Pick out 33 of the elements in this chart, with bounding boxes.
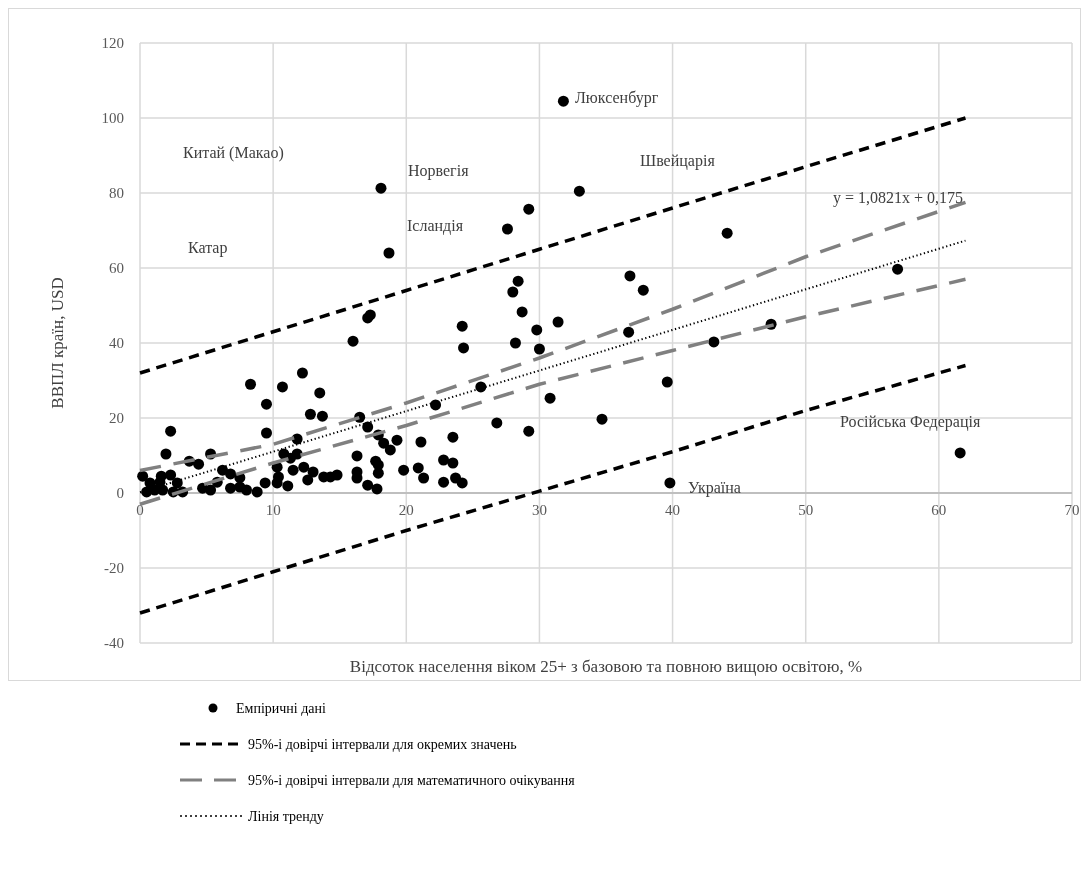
x-tick-label: 10 — [265, 502, 281, 518]
x-tick-label: 0 — [136, 502, 144, 518]
y-tick-label: -20 — [104, 560, 124, 577]
x-tick-label: 70 — [1064, 502, 1080, 518]
annotation: y = 1,0821x + 0,175 — [833, 188, 964, 207]
x-tick-label: 50 — [798, 502, 814, 518]
y-tick-label: 60 — [109, 260, 124, 277]
x-tick-label: 30 — [531, 502, 547, 518]
x-axis-title: Відсоток населення віком 25+ з базовою та повною вищою освітою, % — [349, 657, 863, 676]
annotation: Катар — [188, 238, 228, 257]
annotation: Швейцарія — [640, 151, 716, 170]
legend-label: 95%-і довірчі інтервали для окремих значень — [248, 736, 517, 752]
x-tick-label: 60 — [931, 502, 947, 518]
y-tick-label: 20 — [109, 410, 124, 427]
annotation: Китай (Макао) — [183, 143, 284, 162]
y-tick-label: 120 — [101, 35, 124, 52]
y-tick-label: -40 — [104, 635, 124, 652]
y-axis-title: ВВПЛ країн, USD — [48, 277, 67, 409]
annotation: Люксенбург — [575, 88, 659, 107]
x-tick-label: 40 — [665, 502, 681, 518]
annotation: Україна — [688, 478, 741, 497]
line-series — [138, 116, 968, 375]
y-tick-label: 100 — [101, 110, 124, 127]
y-tick-label: 40 — [109, 335, 124, 352]
legend-label: 95%-і довірчі інтервали для математичного очікування — [248, 772, 576, 788]
y-tick-label: 80 — [109, 185, 124, 202]
annotation: Норвегія — [408, 161, 470, 180]
annotation: Ісландія — [407, 216, 464, 235]
annotation: Російська Федерація — [840, 412, 981, 431]
legend-label: Емпіричні дані — [236, 700, 327, 716]
y-tick-label: 0 — [116, 485, 124, 502]
legend-label: Лінія тренду — [248, 808, 324, 824]
x-tick-label: 20 — [398, 502, 414, 518]
